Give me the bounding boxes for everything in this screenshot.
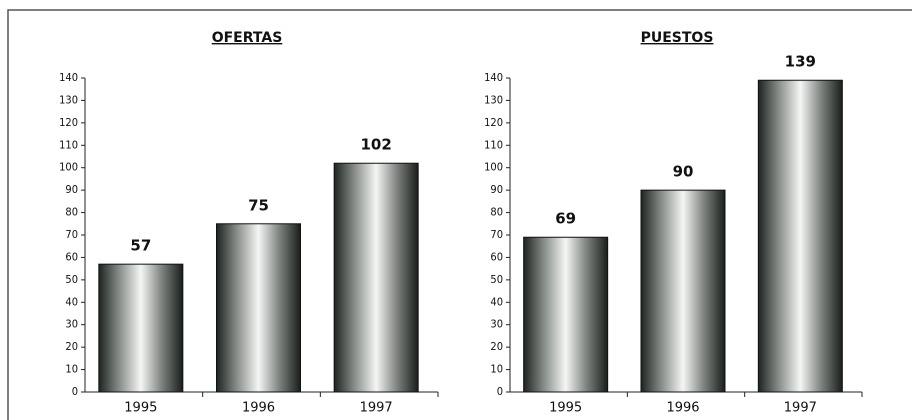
y-tick-label: 20 <box>65 340 78 353</box>
x-tick-label: 1996 <box>666 401 699 416</box>
y-tick-label: 90 <box>65 183 78 196</box>
bar <box>333 162 419 393</box>
x-tick-label: 1996 <box>242 401 275 416</box>
y-tick-label: 40 <box>490 295 503 308</box>
y-tick-label: 10 <box>490 363 503 376</box>
y-tick-label: 140 <box>484 71 503 84</box>
y-tick-label: 110 <box>59 138 78 151</box>
bar <box>216 223 301 393</box>
y-tick-label: 20 <box>490 340 503 353</box>
x-tick-label: 1997 <box>784 401 817 416</box>
y-tick-label: 100 <box>484 161 503 174</box>
y-tick-label: 40 <box>65 295 78 308</box>
y-tick-label: 90 <box>490 183 503 196</box>
y-tick-label: 60 <box>65 250 78 263</box>
y-tick-label: 80 <box>65 206 78 219</box>
y-tick-label: 70 <box>490 228 503 241</box>
x-tick-label: 1995 <box>549 401 582 416</box>
bar <box>757 79 843 393</box>
frame <box>7 9 912 420</box>
y-tick-label: 0 <box>497 385 503 398</box>
value-label: 139 <box>785 53 816 71</box>
value-label: 75 <box>248 196 269 214</box>
bar <box>640 189 726 393</box>
value-label: 90 <box>673 163 694 181</box>
x-tick-label: 1997 <box>360 401 393 416</box>
y-tick-label: 80 <box>490 206 503 219</box>
y-tick-label: 140 <box>59 71 78 84</box>
y-tick-label: 50 <box>490 273 503 286</box>
bar <box>523 236 609 393</box>
value-label: 57 <box>130 237 151 255</box>
value-label: 69 <box>555 210 576 228</box>
y-tick-label: 50 <box>65 273 78 286</box>
y-tick-label: 0 <box>72 385 78 398</box>
value-label: 102 <box>361 136 392 154</box>
y-tick-label: 60 <box>490 250 503 263</box>
y-tick-label: 10 <box>65 363 78 376</box>
y-tick-label: 120 <box>59 116 78 129</box>
y-tick-label: 130 <box>484 93 503 106</box>
y-tick-label: 30 <box>65 318 78 331</box>
y-tick-label: 120 <box>484 116 503 129</box>
y-tick-label: 30 <box>490 318 503 331</box>
x-tick-label: 1995 <box>124 401 157 416</box>
chart-title: PUESTOS <box>641 30 714 46</box>
chart-title: OFERTAS <box>212 30 283 46</box>
y-tick-label: 110 <box>484 138 503 151</box>
y-tick-label: 130 <box>59 93 78 106</box>
y-tick-label: 100 <box>59 161 78 174</box>
bar <box>98 263 184 393</box>
y-tick-label: 70 <box>65 228 78 241</box>
